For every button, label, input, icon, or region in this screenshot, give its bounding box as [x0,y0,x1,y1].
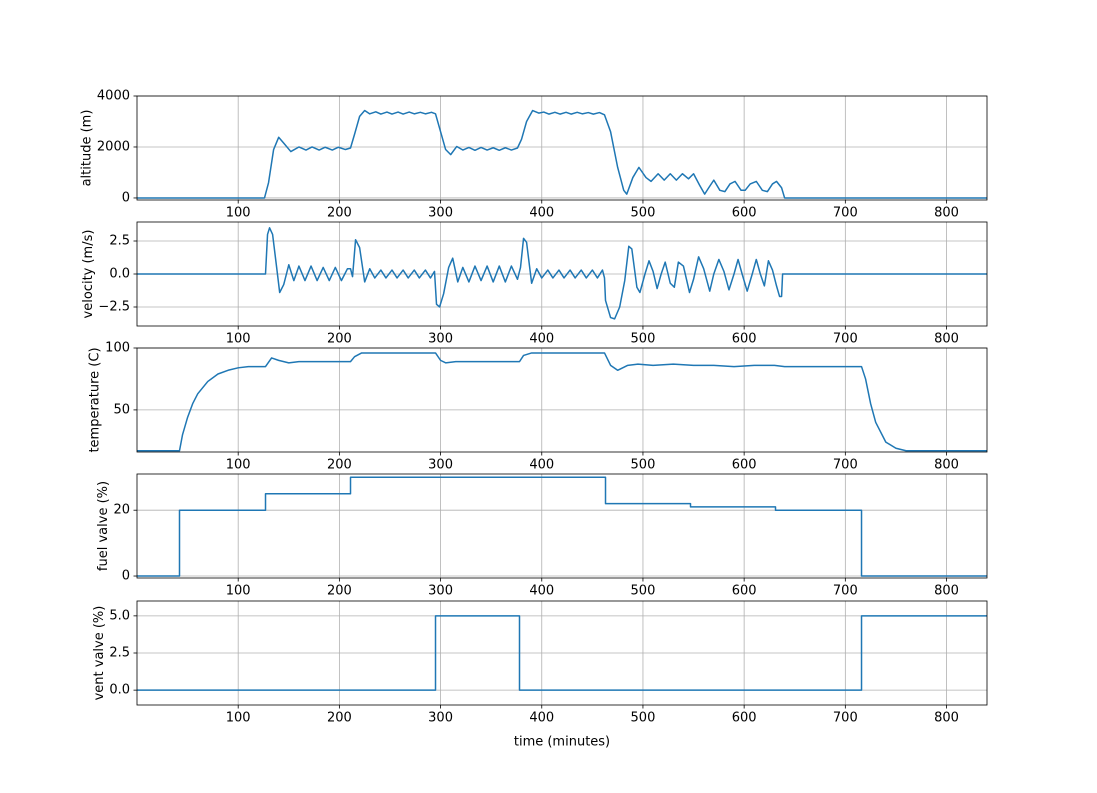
x-tick-label: 700 [833,711,858,726]
x-tick-label: 500 [631,206,656,221]
x-tick-label: 200 [327,458,352,473]
x-tick-label: 400 [529,584,554,599]
x-tick-label: 800 [934,332,959,347]
x-tick-label: 400 [529,458,554,473]
x-tick-label: 800 [934,206,959,221]
axes-frame [136,347,988,453]
x-tick-label: 200 [327,332,352,347]
data-line [137,227,987,320]
y-tick-label: 0 [122,569,130,584]
x-tick-label: 800 [934,458,959,473]
x-axis-label: time (minutes) [514,735,610,750]
x-tick-label: 100 [226,206,251,221]
x-tick-label: 300 [428,711,453,726]
x-tick-label: 600 [732,458,757,473]
y-tick-label: 5.0 [109,608,130,623]
x-tick-label: 600 [732,206,757,221]
data-line [137,352,987,452]
x-tick-label: 500 [631,332,656,347]
x-tick-label: 400 [529,711,554,726]
y-axis-label: altitude (m) [79,110,94,187]
x-tick-label: 300 [428,584,453,599]
axes-frame [136,221,988,327]
x-tick-label: 600 [732,584,757,599]
x-tick-label: 500 [631,458,656,473]
x-tick-label: 500 [631,584,656,599]
x-tick-label: 600 [732,332,757,347]
x-tick-label: 500 [631,711,656,726]
x-tick-label: 700 [833,458,858,473]
y-tick-label: 100 [105,341,130,356]
x-tick-label: 700 [833,206,858,221]
y-tick-label: 0 [122,190,130,205]
x-tick-label: 200 [327,584,352,599]
y-tick-label: 2000 [97,139,130,154]
x-tick-label: 800 [934,584,959,599]
data-line [137,476,987,577]
y-tick-label: 0.0 [109,267,130,282]
data-line [137,615,987,691]
y-axis-label: velocity (m/s) [81,230,96,319]
y-tick-label: 2.5 [109,646,130,661]
x-tick-label: 700 [833,584,858,599]
y-tick-label: 4000 [97,89,130,104]
x-tick-label: 400 [529,206,554,221]
y-axis-label: vent valve (%) [92,606,107,701]
y-tick-label: 2.5 [109,234,130,249]
axes-frame [136,600,988,706]
x-tick-label: 300 [428,458,453,473]
y-axis-label: fuel valve (%) [96,481,111,571]
y-tick-label: 0.0 [109,683,130,698]
y-tick-label: 50 [113,402,130,417]
x-tick-label: 800 [934,711,959,726]
x-tick-label: 100 [226,332,251,347]
y-axis-label: temperature (C) [88,347,103,452]
x-tick-label: 100 [226,584,251,599]
axes-frame [136,473,988,579]
data-line [137,109,987,199]
x-tick-label: 600 [732,711,757,726]
x-tick-label: 400 [529,332,554,347]
axes-frame [136,95,988,201]
x-tick-label: 200 [327,711,352,726]
y-tick-label: −2.5 [98,299,130,314]
x-tick-label: 300 [428,332,453,347]
x-tick-label: 200 [327,206,352,221]
x-tick-label: 100 [226,711,251,726]
y-tick-label: 20 [113,503,130,518]
x-tick-label: 100 [226,458,251,473]
x-tick-label: 300 [428,206,453,221]
x-tick-label: 700 [833,332,858,347]
